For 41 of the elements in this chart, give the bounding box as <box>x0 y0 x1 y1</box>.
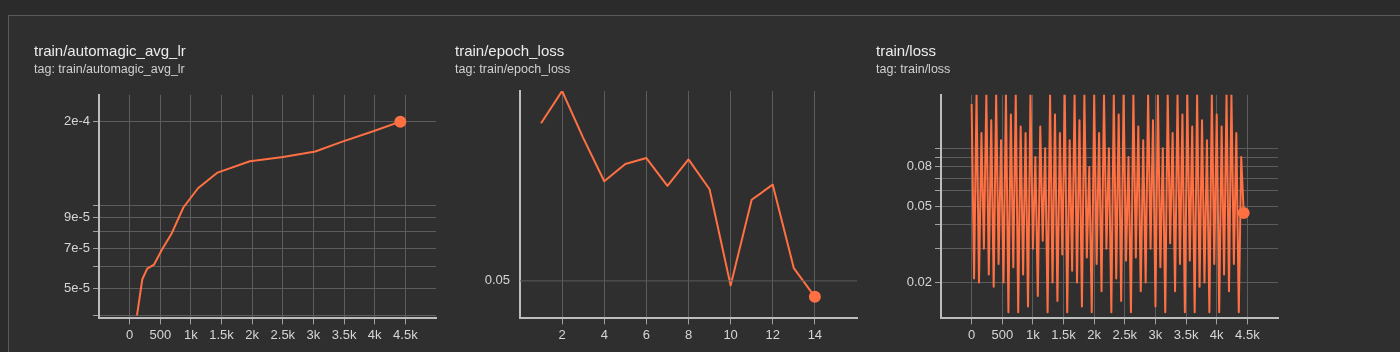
chart-subtitle: tag: train/automagic_avg_lr <box>34 62 185 76</box>
chart-subtitle: tag: train/epoch_loss <box>455 62 571 76</box>
x-tick-label: 2k <box>245 326 260 342</box>
x-tick-label: 3.5k <box>331 326 357 342</box>
x-tick-label: 3k <box>306 326 321 342</box>
chart-title: train/automagic_avg_lr <box>34 42 186 59</box>
y-tick-label: 0.08 <box>906 158 932 174</box>
x-tick-label: 1k <box>1026 326 1041 342</box>
y-tick-label: 0.02 <box>906 274 932 290</box>
x-tick-label: 2k <box>1087 326 1102 342</box>
x-tick-label: 3k <box>1148 326 1163 342</box>
x-tick-label: 1k <box>184 326 199 342</box>
text: 0.05 <box>484 272 510 288</box>
y-tick-label: 2e-4 <box>63 113 90 129</box>
x-tick-label: 500 <box>991 326 1014 342</box>
x-tick-label: 4k <box>1209 326 1225 342</box>
x-tick-label: 6 <box>642 326 650 342</box>
y-tick-label: 5e-5 <box>63 280 90 296</box>
chart-subtitle: tag: train/loss <box>876 62 951 76</box>
x-tick-label: 10 <box>723 326 738 342</box>
x-tick-label: 500 <box>149 326 172 342</box>
x-tick-label: 1.5k <box>209 326 235 342</box>
chart-title: train/loss <box>876 42 937 59</box>
x-tick-label: 4.5k <box>393 326 419 342</box>
x-tick-label: 2.5k <box>1112 326 1138 342</box>
x-tick-label: 3.5k <box>1173 326 1199 342</box>
x-tick-label: 0 <box>126 326 134 342</box>
x-tick-label: 14 <box>807 326 823 342</box>
y-tick-label: 7e-5 <box>63 239 90 255</box>
chart-title: train/epoch_loss <box>455 42 565 59</box>
x-tick-label: 1.5k <box>1051 326 1077 342</box>
x-tick-label: 4 <box>600 326 608 342</box>
x-tick-label: 2.5k <box>270 326 296 342</box>
x-tick-label: 8 <box>684 326 693 342</box>
x-tick-label: 0 <box>968 326 976 342</box>
x-tick-label: 2 <box>558 326 566 342</box>
x-tick-label: 4.5k <box>1235 326 1261 342</box>
x-tick-label: 12 <box>765 326 780 342</box>
y-tick-label: 9e-5 <box>63 209 90 225</box>
y-tick-label: 0.05 <box>906 197 932 213</box>
x-tick-label: 4k <box>367 326 383 342</box>
